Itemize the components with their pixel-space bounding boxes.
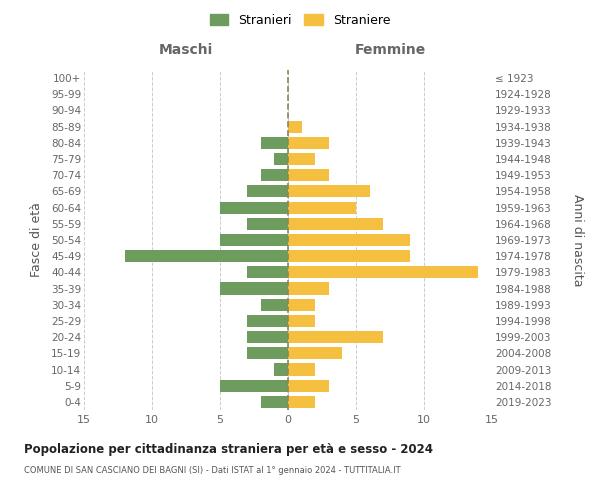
Bar: [288, 120, 302, 132]
Bar: [288, 364, 315, 376]
Bar: [247, 331, 288, 343]
Bar: [288, 348, 343, 360]
Bar: [288, 396, 315, 408]
Bar: [261, 137, 288, 149]
Bar: [220, 202, 288, 213]
Y-axis label: Anni di nascita: Anni di nascita: [571, 194, 584, 286]
Bar: [247, 186, 288, 198]
Bar: [288, 250, 410, 262]
Bar: [288, 137, 329, 149]
Legend: Stranieri, Straniere: Stranieri, Straniere: [205, 8, 395, 32]
Bar: [220, 234, 288, 246]
Bar: [288, 315, 315, 327]
Text: Femmine: Femmine: [355, 43, 425, 57]
Bar: [247, 266, 288, 278]
Text: Popolazione per cittadinanza straniera per età e sesso - 2024: Popolazione per cittadinanza straniera p…: [24, 442, 433, 456]
Bar: [288, 234, 410, 246]
Bar: [247, 315, 288, 327]
Bar: [220, 282, 288, 294]
Bar: [247, 348, 288, 360]
Bar: [274, 153, 288, 165]
Bar: [288, 266, 478, 278]
Bar: [261, 169, 288, 181]
Bar: [125, 250, 288, 262]
Bar: [274, 364, 288, 376]
Bar: [288, 282, 329, 294]
Bar: [288, 169, 329, 181]
Text: Maschi: Maschi: [159, 43, 213, 57]
Text: COMUNE DI SAN CASCIANO DEI BAGNI (SI) - Dati ISTAT al 1° gennaio 2024 - TUTTITAL: COMUNE DI SAN CASCIANO DEI BAGNI (SI) - …: [24, 466, 401, 475]
Bar: [288, 186, 370, 198]
Bar: [288, 298, 315, 311]
Bar: [288, 202, 356, 213]
Bar: [261, 396, 288, 408]
Bar: [288, 331, 383, 343]
Bar: [261, 298, 288, 311]
Bar: [288, 218, 383, 230]
Bar: [288, 380, 329, 392]
Y-axis label: Fasce di età: Fasce di età: [29, 202, 43, 278]
Bar: [247, 218, 288, 230]
Bar: [288, 153, 315, 165]
Bar: [220, 380, 288, 392]
